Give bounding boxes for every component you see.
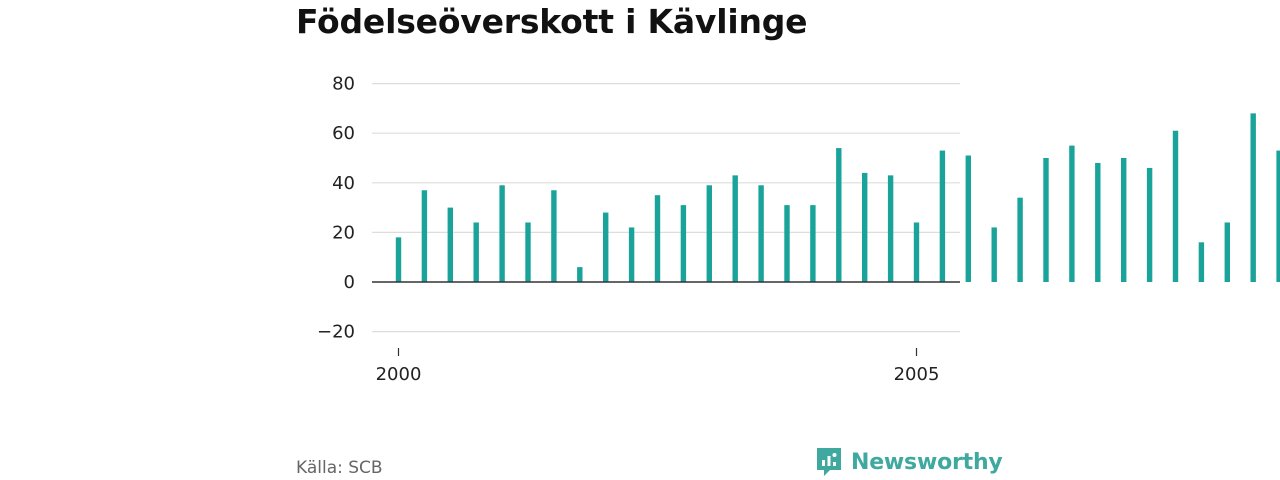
newsworthy-logo-icon [817, 448, 841, 476]
bar-positive [784, 205, 790, 282]
bars [395, 113, 1280, 282]
bar-positive [499, 185, 505, 282]
source-label: Källa: SCB [296, 458, 383, 478]
x-tick-label: 2005 [894, 364, 940, 385]
bar-positive [1276, 150, 1280, 282]
x-tick-label: 2000 [376, 364, 422, 385]
bar-positive [1198, 242, 1205, 282]
bar-positive [965, 155, 971, 282]
bar-positive [654, 195, 661, 282]
bar-positive [1121, 158, 1127, 282]
bar-positive [1069, 145, 1075, 282]
bar-positive [603, 212, 609, 282]
bar-positive [1017, 197, 1023, 282]
bar-positive [913, 222, 920, 282]
bar-positive [991, 227, 997, 282]
bar-positive [395, 237, 402, 282]
y-tick-label: 80 [332, 74, 355, 95]
bar-positive [551, 190, 557, 282]
bar-positive [577, 267, 583, 282]
bar-positive [732, 175, 738, 282]
bar-positive [1172, 130, 1179, 282]
grid-lines [372, 82, 960, 333]
bar-positive [680, 205, 687, 282]
chart-title: Födelseöverskott i Kävlinge [296, 2, 808, 41]
bar-positive [525, 222, 531, 282]
brand-logo: Newsworthy [815, 446, 1003, 478]
bar-positive [758, 185, 764, 282]
bar-positive [887, 175, 894, 282]
bar-positive [473, 222, 479, 282]
bar-positive [706, 185, 712, 282]
bar-positive [1224, 222, 1230, 282]
bar-positive [1095, 162, 1101, 282]
y-tick-label: 0 [344, 272, 355, 293]
y-tick-label: 40 [332, 173, 355, 194]
bar-positive [836, 148, 842, 282]
y-tick-label: −20 [317, 322, 355, 343]
bar-positive [421, 190, 428, 282]
bar-positive [939, 150, 946, 282]
bar-positive [1146, 167, 1153, 282]
bar-positive [1043, 158, 1049, 282]
bar-positive [447, 207, 453, 282]
bar-positive [862, 172, 868, 282]
bar-positive [1250, 113, 1256, 282]
y-tick-label: 20 [332, 222, 355, 243]
bar-positive [810, 205, 816, 282]
y-tick-label: 60 [332, 123, 355, 144]
brand-name: Newsworthy [851, 449, 1003, 475]
bar-positive [628, 227, 635, 282]
